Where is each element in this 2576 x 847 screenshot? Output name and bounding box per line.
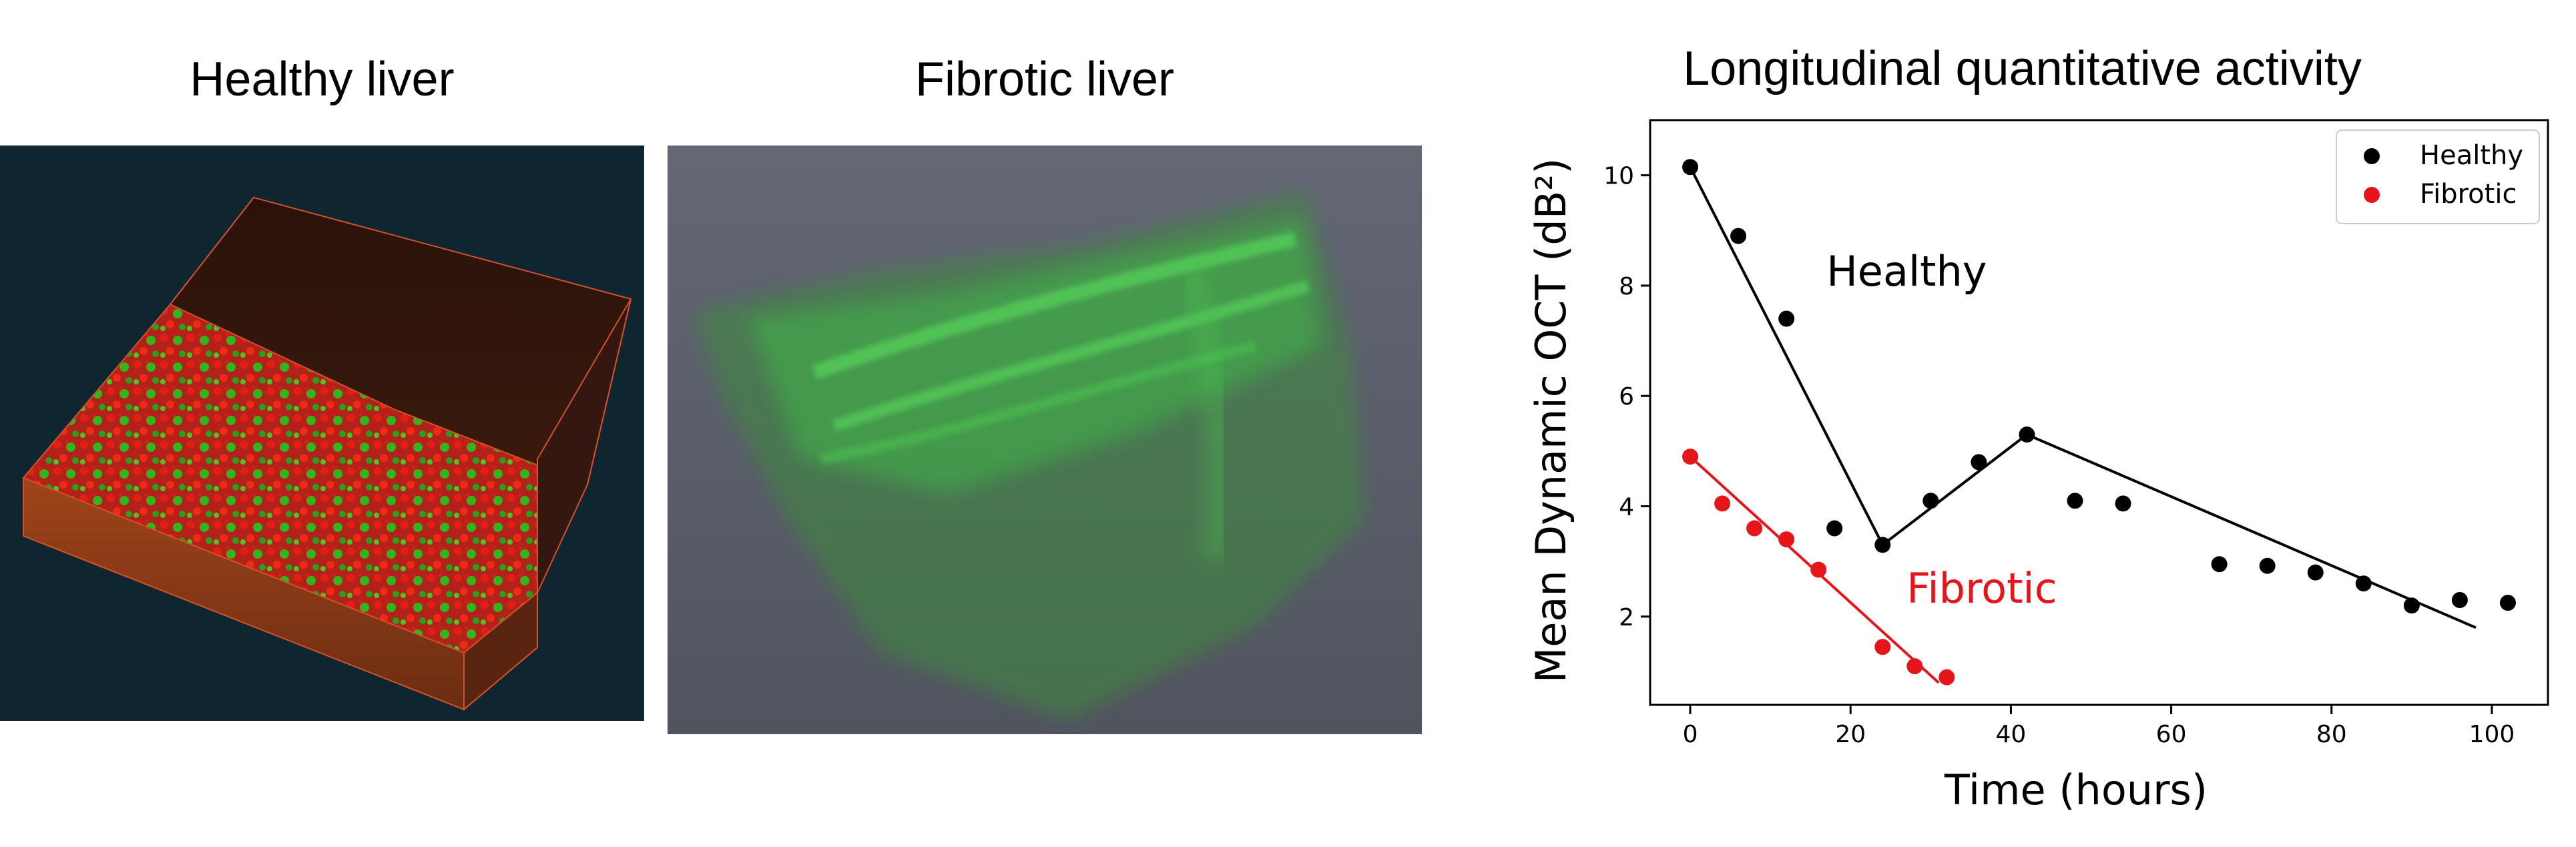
x-tick-label: 60 <box>2156 721 2187 748</box>
healthy-data-point <box>1682 159 1699 176</box>
healthy-data-point <box>2067 493 2083 509</box>
fibrotic-data-point <box>1874 639 1891 655</box>
y-tick-label: 8 <box>1619 273 1634 300</box>
healthy-data-point <box>2499 595 2516 611</box>
healthy-liver-title: Healthy liver <box>190 53 455 106</box>
x-tick-label: 0 <box>1683 721 1698 748</box>
healthy-data-point <box>2307 564 2324 581</box>
x-tick-label: 20 <box>1835 721 1866 748</box>
x-axis-label: Time (hours) <box>1944 766 2208 814</box>
x-tick-label: 80 <box>2316 721 2347 748</box>
fibrotic-data-point <box>1939 669 1955 685</box>
fibrotic-data-point <box>1810 561 1827 578</box>
healthy-liver-image <box>0 146 644 721</box>
y-tick-label: 10 <box>1603 163 1634 190</box>
y-axis-label: Mean Dynamic OCT (dB²) <box>1527 158 1575 683</box>
legend: Healthy Fibrotic <box>2336 129 2540 224</box>
legend-healthy-marker <box>2364 148 2380 164</box>
x-tick-label: 40 <box>1995 721 2026 748</box>
healthy-data-point <box>2211 556 2228 573</box>
y-tick-label: 4 <box>1619 493 1634 521</box>
healthy-annotation: Healthy <box>1826 247 1987 296</box>
legend-fibrotic-label: Fibrotic <box>2420 179 2517 210</box>
fibrotic-annotation: Fibrotic <box>1906 564 2057 613</box>
fibrotic-data-point <box>1682 449 1699 465</box>
healthy-data-point <box>1826 520 1843 537</box>
fibrotic-data-point <box>1778 531 1795 548</box>
healthy-data-point <box>1922 493 1939 509</box>
fibrotic-liver-render <box>668 146 1422 734</box>
y-tick-label: 2 <box>1619 604 1634 631</box>
fibrotic-liver-image <box>668 146 1422 734</box>
chart-title: Longitudinal quantitative activity <box>1683 42 2362 95</box>
healthy-data-point <box>2259 557 2276 574</box>
healthy-data-point <box>2019 427 2035 443</box>
legend-fibrotic-marker <box>2364 187 2380 203</box>
fibrotic-data-point <box>1714 495 1731 512</box>
healthy-data-point <box>2451 591 2468 608</box>
legend-healthy-label: Healthy <box>2420 140 2523 171</box>
y-tick-label: 6 <box>1619 383 1634 410</box>
healthy-data-point <box>1971 454 1987 471</box>
healthy-data-point <box>1730 228 1747 244</box>
plot-frame <box>1649 119 2549 706</box>
legend-box <box>2336 129 2540 224</box>
healthy-liver-render <box>0 146 644 721</box>
healthy-fit-line <box>1689 166 2477 629</box>
healthy-data-point <box>1874 537 1891 553</box>
healthy-data-point <box>2355 575 2372 592</box>
healthy-data-point <box>1778 310 1795 327</box>
x-tick-label: 100 <box>2469 721 2515 748</box>
healthy-data-point <box>2115 495 2131 512</box>
fibrotic-liver-title: Fibrotic liver <box>915 53 1175 106</box>
healthy-data-point <box>2403 597 2420 614</box>
fibrotic-data-point <box>1906 658 1923 675</box>
fibrotic-data-point <box>1746 520 1763 537</box>
